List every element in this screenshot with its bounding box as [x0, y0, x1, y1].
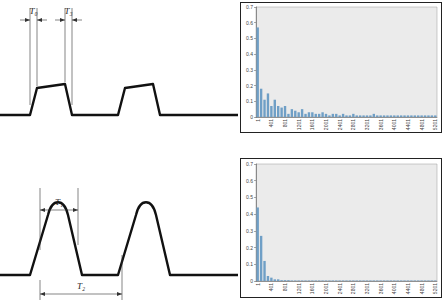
svg-text:T₀: T₀ [29, 6, 37, 16]
svg-text:0.5: 0.5 [246, 35, 253, 41]
svg-text:2401: 2401 [337, 119, 343, 130]
svg-text:0.2: 0.2 [246, 83, 253, 89]
svg-text:4801: 4801 [419, 119, 425, 130]
svg-text:T₂: T₂ [77, 281, 85, 291]
svg-text:0.1: 0.1 [246, 261, 253, 267]
svg-text:3601: 3601 [378, 119, 384, 130]
svg-text:4001: 4001 [391, 119, 397, 130]
svg-text:5201: 5201 [432, 283, 438, 294]
svg-text:401: 401 [268, 283, 274, 292]
svg-text:4401: 4401 [405, 283, 411, 294]
svg-text:401: 401 [268, 119, 274, 128]
svg-text:0.6: 0.6 [246, 178, 253, 184]
svg-text:0.3: 0.3 [246, 228, 253, 234]
svg-text:2001: 2001 [323, 283, 329, 294]
svg-text:1: 1 [255, 119, 261, 122]
svg-text:0.3: 0.3 [246, 67, 253, 73]
svg-text:4401: 4401 [405, 119, 411, 130]
svg-text:T₁: T₁ [55, 197, 63, 207]
svg-text:0: 0 [250, 114, 253, 120]
svg-text:2801: 2801 [350, 283, 356, 294]
svg-text:3201: 3201 [364, 119, 370, 130]
svg-text:3201: 3201 [364, 283, 370, 294]
svg-text:801: 801 [282, 119, 288, 128]
svg-text:0.6: 0.6 [246, 20, 253, 26]
svg-text:0.1: 0.1 [246, 98, 253, 104]
svg-text:1: 1 [255, 283, 261, 286]
svg-text:0.5: 0.5 [246, 194, 253, 200]
svg-text:2001: 2001 [323, 119, 329, 130]
svg-text:0.2: 0.2 [246, 245, 253, 251]
svg-text:1601: 1601 [309, 119, 315, 130]
svg-text:0.4: 0.4 [246, 211, 253, 217]
svg-text:5201: 5201 [432, 119, 438, 130]
svg-text:801: 801 [282, 283, 288, 292]
svg-text:T₃: T₃ [64, 6, 72, 16]
svg-text:3601: 3601 [378, 283, 384, 294]
svg-text:0.7: 0.7 [246, 4, 253, 10]
svg-text:1201: 1201 [296, 283, 302, 294]
svg-text:1201: 1201 [296, 119, 302, 130]
svg-text:2401: 2401 [337, 283, 343, 294]
svg-text:4801: 4801 [419, 283, 425, 294]
svg-text:1601: 1601 [309, 283, 315, 294]
svg-text:0: 0 [250, 278, 253, 284]
svg-text:4001: 4001 [391, 283, 397, 294]
svg-text:0.4: 0.4 [246, 51, 253, 57]
svg-text:0.7: 0.7 [246, 161, 253, 167]
svg-text:2801: 2801 [350, 119, 356, 130]
